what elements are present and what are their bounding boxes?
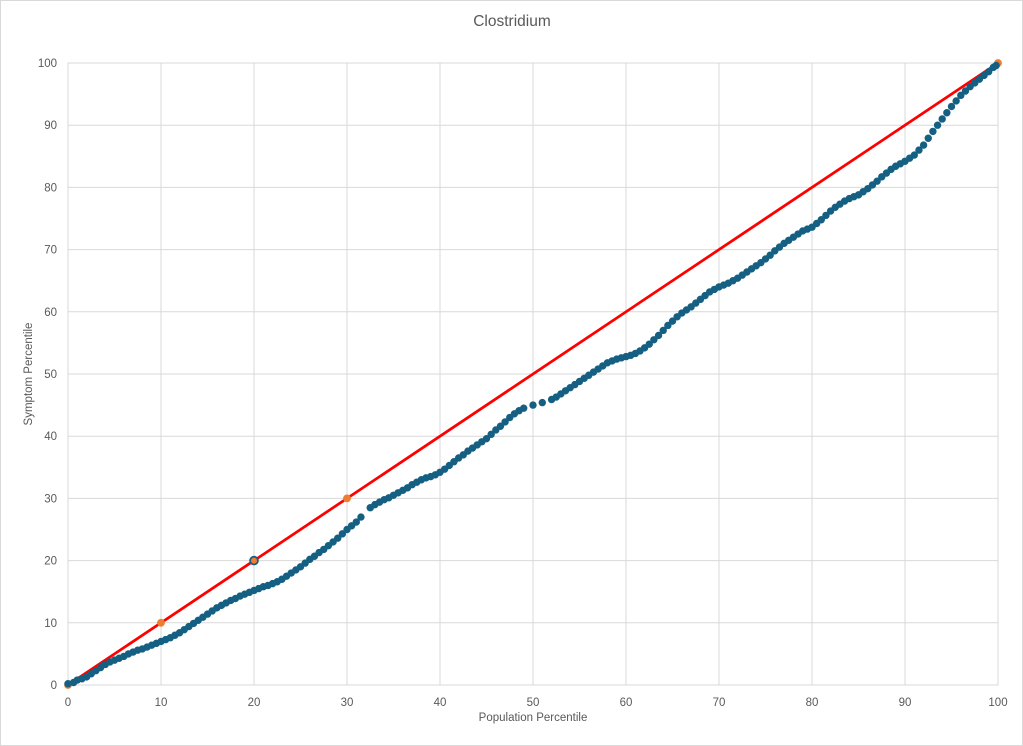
x-tick-label: 10	[155, 697, 168, 709]
x-tick-label: 60	[620, 697, 633, 709]
scatter-point	[529, 401, 537, 409]
highlight-marker-ringed	[249, 555, 259, 566]
scatter-point	[334, 534, 342, 542]
x-tick-label: 50	[527, 697, 540, 709]
x-tick-label: 80	[806, 697, 819, 709]
y-tick-label: 50	[44, 369, 57, 381]
scatter-point	[929, 127, 937, 136]
scatter-point	[654, 331, 663, 340]
highlight-marker	[343, 494, 351, 503]
x-tick-label: 100	[988, 697, 1007, 709]
scatter-point	[992, 61, 1000, 70]
x-tick-label: 70	[713, 697, 726, 709]
scatter-point	[957, 91, 965, 100]
chart-title: Clostridium	[473, 13, 551, 30]
scatter-point	[924, 134, 932, 142]
scatter-point	[822, 211, 830, 220]
scatter-point	[650, 336, 658, 344]
y-tick-label: 60	[44, 307, 57, 319]
scatter-point	[817, 216, 825, 224]
scatter-point	[664, 321, 672, 330]
y-tick-label: 90	[44, 120, 57, 132]
x-tick-label: 0	[65, 697, 71, 709]
scatter-point	[766, 251, 774, 259]
scatter-point	[487, 430, 495, 439]
y-tick-label: 40	[44, 431, 57, 443]
x-tick-label: 90	[899, 697, 912, 709]
identity-line	[66, 61, 1000, 687]
scatter-point	[64, 680, 72, 688]
scatter-point	[482, 434, 491, 443]
highlight-marker	[157, 618, 165, 627]
scatter-point	[357, 513, 365, 521]
scatter-point	[952, 97, 960, 105]
scatter-point	[496, 422, 505, 430]
x-axis-title: Population Percentile	[478, 712, 588, 724]
scatter-point	[501, 418, 509, 426]
scatter-point	[919, 141, 928, 149]
scatter-point	[873, 177, 881, 185]
y-tick-label: 80	[44, 182, 57, 194]
x-tick-label: 40	[434, 697, 447, 709]
x-tick-label: 20	[248, 697, 261, 709]
scatter-point	[915, 146, 923, 154]
scatter-point	[933, 121, 942, 129]
scatter-point	[352, 518, 360, 526]
scatter-point	[910, 151, 918, 159]
scatter-point	[938, 115, 946, 123]
y-tick-label: 0	[51, 680, 57, 692]
scatter-point	[943, 109, 951, 117]
scatter-point	[645, 340, 653, 348]
scatter-point	[538, 398, 546, 407]
scatter-point	[520, 404, 528, 412]
y-tick-label: 30	[44, 493, 57, 505]
scatter-point	[985, 68, 993, 76]
y-tick-label: 20	[44, 556, 57, 568]
plot-border	[67, 62, 999, 686]
scatter-point	[668, 317, 677, 325]
y-tick-label: 10	[44, 618, 57, 630]
scatter-point	[338, 530, 347, 538]
x-tick-label: 30	[341, 697, 354, 709]
scatter-point	[947, 102, 956, 111]
scatter-point	[659, 326, 667, 335]
y-tick-label: 70	[44, 245, 57, 257]
y-tick-label: 100	[38, 58, 57, 70]
scatter-point	[961, 87, 970, 95]
